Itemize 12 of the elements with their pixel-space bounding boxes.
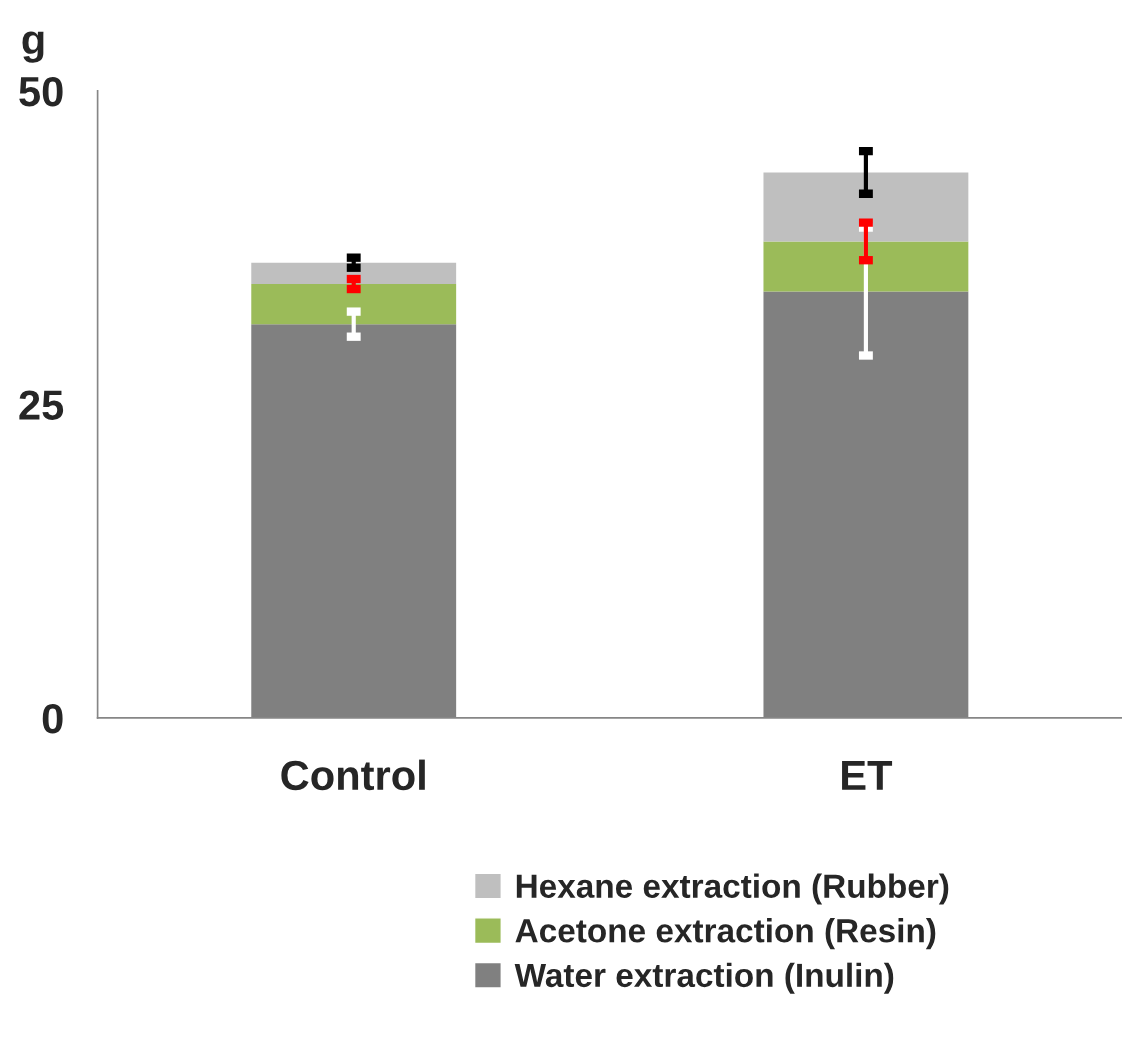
x-tick-label: ET <box>842 761 893 790</box>
x-tick-label: Control <box>281 759 425 791</box>
y-axis-title: g <box>22 31 44 63</box>
y-tick-label: 0 <box>42 703 63 734</box>
bar <box>763 172 969 242</box>
bar <box>251 284 457 325</box>
bar <box>251 262 457 285</box>
legend-label: Acetone extraction (Resin) <box>515 918 936 950</box>
legend-label: Water extraction (Inulin) <box>514 962 894 994</box>
legend-label: Hexane extraction (Rubber) <box>516 873 949 905</box>
y-tick-label: 50 <box>19 76 63 107</box>
y-tick-label: 25 <box>19 390 64 420</box>
